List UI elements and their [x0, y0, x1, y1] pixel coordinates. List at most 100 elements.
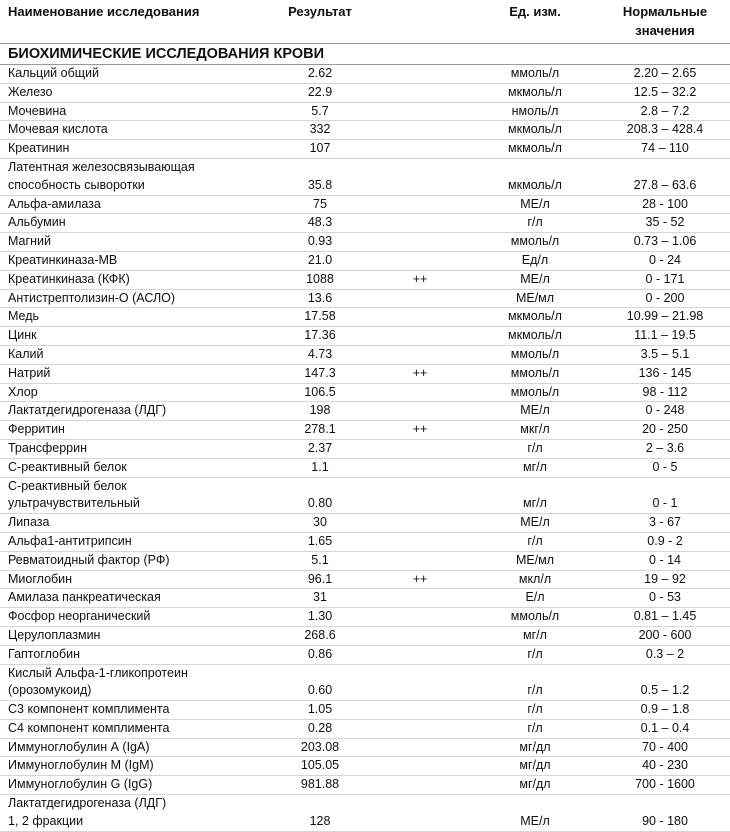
unit: г/л — [470, 532, 600, 552]
result: 0.86 — [270, 645, 370, 665]
flag — [370, 345, 470, 365]
result: 278.1 — [270, 420, 370, 440]
reference-range: 0.3 – 2 — [600, 645, 730, 665]
reference-range: 19 – 92 — [600, 570, 730, 590]
reference-range: 3 - 67 — [600, 513, 730, 533]
reference-range: 0.1 – 0.4 — [600, 719, 730, 739]
reference-range: 0.9 - 2 — [600, 532, 730, 552]
unit: г/л — [470, 700, 600, 720]
unit: мкл/л — [470, 570, 600, 590]
test-name: Кальций общий — [0, 64, 270, 84]
table-row: Иммуноглобулин M (IgM) 105.05 мг/дл 40 - 23… — [0, 756, 730, 777]
table-row: Мочевина 5.7 нмоль/л 2.8 – 7.2 — [0, 102, 730, 122]
flag: ++ — [370, 364, 470, 384]
reference-range: 10.99 – 21.98 — [600, 307, 730, 328]
unit: мкмоль/л — [470, 83, 600, 103]
unit: МЕ/л — [470, 794, 600, 832]
unit: ммоль/л — [470, 345, 600, 365]
reference-range: 90 - 180 — [600, 794, 730, 832]
table-row: Магний 0.93 ммоль/л 0.73 – 1.06 — [0, 232, 730, 252]
reference-range: 2.8 – 7.2 — [600, 102, 730, 122]
flag — [370, 588, 470, 609]
unit: ммоль/л — [470, 364, 600, 384]
reference-range: 70 - 400 — [600, 738, 730, 758]
test-name: Натрий — [0, 364, 270, 384]
flag — [370, 738, 470, 758]
test-name: Мочевина — [0, 102, 270, 122]
unit: Ед/л — [470, 251, 600, 271]
result: 1088 — [270, 270, 370, 290]
unit: ммоль/л — [470, 383, 600, 403]
text-line: Кислый Альфа-1-гликопротеин — [8, 665, 188, 680]
result: 17.36 — [270, 326, 370, 346]
result: 21.0 — [270, 251, 370, 271]
test-name: Альбумин — [0, 213, 270, 234]
reference-range: 208.3 – 428.4 — [600, 120, 730, 141]
table-row: Лактатдегидрогеназа (ЛДГ) 198 МЕ/л 0 - 248 — [0, 401, 730, 422]
test-name: Цинк — [0, 326, 270, 346]
unit: мкмоль/л — [470, 158, 600, 196]
unit: МЕ/л — [470, 195, 600, 215]
unit: мкг/л — [470, 420, 600, 440]
result: 147.3 — [270, 364, 370, 384]
header-cell: Нормальные значения — [600, 0, 730, 44]
unit: мг/л — [470, 458, 600, 478]
test-name: Гаптоглобин — [0, 645, 270, 665]
unit: мкмоль/л — [470, 120, 600, 141]
flag — [370, 139, 470, 159]
reference-range: 2.20 – 2.65 — [600, 64, 730, 84]
flag — [370, 120, 470, 141]
result: 198 — [270, 401, 370, 422]
test-name: Магний — [0, 232, 270, 252]
test-name: Амилаза панкреатическая — [0, 588, 270, 609]
test-name: Креатинкиназа (КФК) — [0, 270, 270, 290]
result: 96.1 — [270, 570, 370, 590]
reference-range: 2 – 3.6 — [600, 439, 730, 459]
test-name: Трансферрин — [0, 439, 270, 459]
flag — [370, 513, 470, 533]
reference-range: 0.9 – 1.8 — [600, 700, 730, 720]
unit: мкмоль/л — [470, 139, 600, 159]
table-row: Хлор 106.5 ммоль/л 98 - 112 — [0, 383, 730, 403]
flag — [370, 326, 470, 346]
header-row: Наименование исследования Результат Ед. из… — [0, 0, 730, 44]
reference-range: 27.8 – 63.6 — [600, 158, 730, 196]
test-name: Иммуноглобулин G (IgG) — [0, 775, 270, 796]
table-row: Медь 17.58 мкмоль/л 10.99 – 21.98 — [0, 307, 730, 328]
unit: нмоль/л — [470, 102, 600, 122]
unit: мг/дл — [470, 756, 600, 777]
table-row: С-реактивный белок 1.1 мг/л 0 - 5 — [0, 458, 730, 478]
table-row: Мочевая кислота 332 мкмоль/л 208.3 – 428.4 — [0, 120, 730, 141]
test-name: Миоглобин — [0, 570, 270, 590]
flag — [370, 532, 470, 552]
reference-range: 136 - 145 — [600, 364, 730, 384]
reference-range: 0 - 14 — [600, 551, 730, 571]
result: 2.62 — [270, 64, 370, 84]
table-row: Трансферрин 2.37 г/л 2 – 3.6 — [0, 439, 730, 459]
flag — [370, 102, 470, 122]
result: 17.58 — [270, 307, 370, 328]
test-name: Железо — [0, 83, 270, 103]
test-name: Лактатдегидрогеназа (ЛДГ) — [0, 401, 270, 422]
unit: г/л — [470, 439, 600, 459]
table-row: Липаза 30 МЕ/л 3 - 67 — [0, 513, 730, 533]
result: 35.8 — [270, 158, 370, 196]
table-row: Гаптоглобин 0.86 г/л 0.3 – 2 — [0, 645, 730, 665]
reference-range: 0 - 1 — [600, 477, 730, 515]
header-cell: Наименование исследования — [0, 0, 270, 44]
unit: г/л — [470, 213, 600, 234]
reference-range: 11.1 – 19.5 — [600, 326, 730, 346]
text-line: 1, 2 фракции — [8, 813, 84, 828]
reference-range: 0 - 24 — [600, 251, 730, 271]
unit: МЕ/л — [470, 270, 600, 290]
unit: МЕ/л — [470, 513, 600, 533]
table-row: Альфа1-антитрипсин 1.65 г/л 0.9 - 2 — [0, 532, 730, 552]
result: 1.65 — [270, 532, 370, 552]
flag — [370, 756, 470, 777]
flag — [370, 213, 470, 234]
reference-range: 20 - 250 — [600, 420, 730, 440]
test-name: Латентная железосвязывающая способность с… — [0, 158, 270, 196]
section-title: БИОХИМИЧЕСКИЕ ИССЛЕДОВАНИЯ КРОВИ — [0, 43, 730, 65]
flag: ++ — [370, 270, 470, 290]
